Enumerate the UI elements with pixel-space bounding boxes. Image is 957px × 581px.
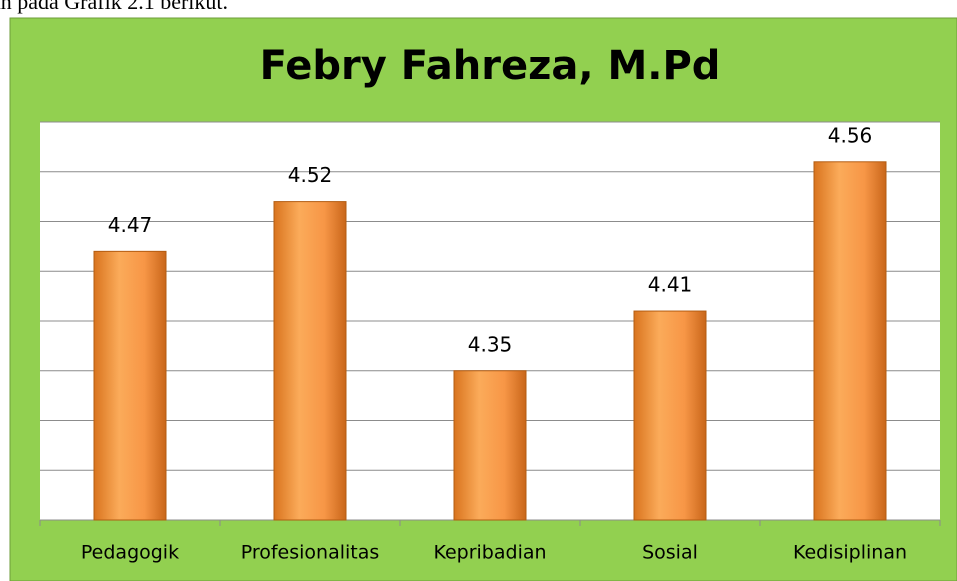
bar [93, 250, 167, 521]
x-tick-label: Kepribadian [433, 542, 546, 564]
data-label: 4.41 [648, 273, 693, 297]
x-tick-label: Kedisiplinan [793, 542, 907, 564]
bar [633, 310, 707, 521]
x-tick-label: Pedagogik [81, 542, 179, 564]
chart-title: Febry Fahreza, M.Pd [260, 43, 721, 89]
x-tick-label: Sosial [642, 542, 698, 564]
data-label: 4.35 [468, 332, 513, 356]
caption-text: kan pada Grafik 2.1 berikut. [0, 0, 228, 14]
bar [813, 161, 887, 521]
x-tick-label: Profesionalitas [241, 542, 380, 564]
data-label: 4.47 [108, 213, 153, 237]
data-label: 4.52 [288, 163, 333, 187]
bar [273, 201, 347, 521]
data-label: 4.56 [828, 123, 873, 147]
bar [453, 370, 527, 521]
